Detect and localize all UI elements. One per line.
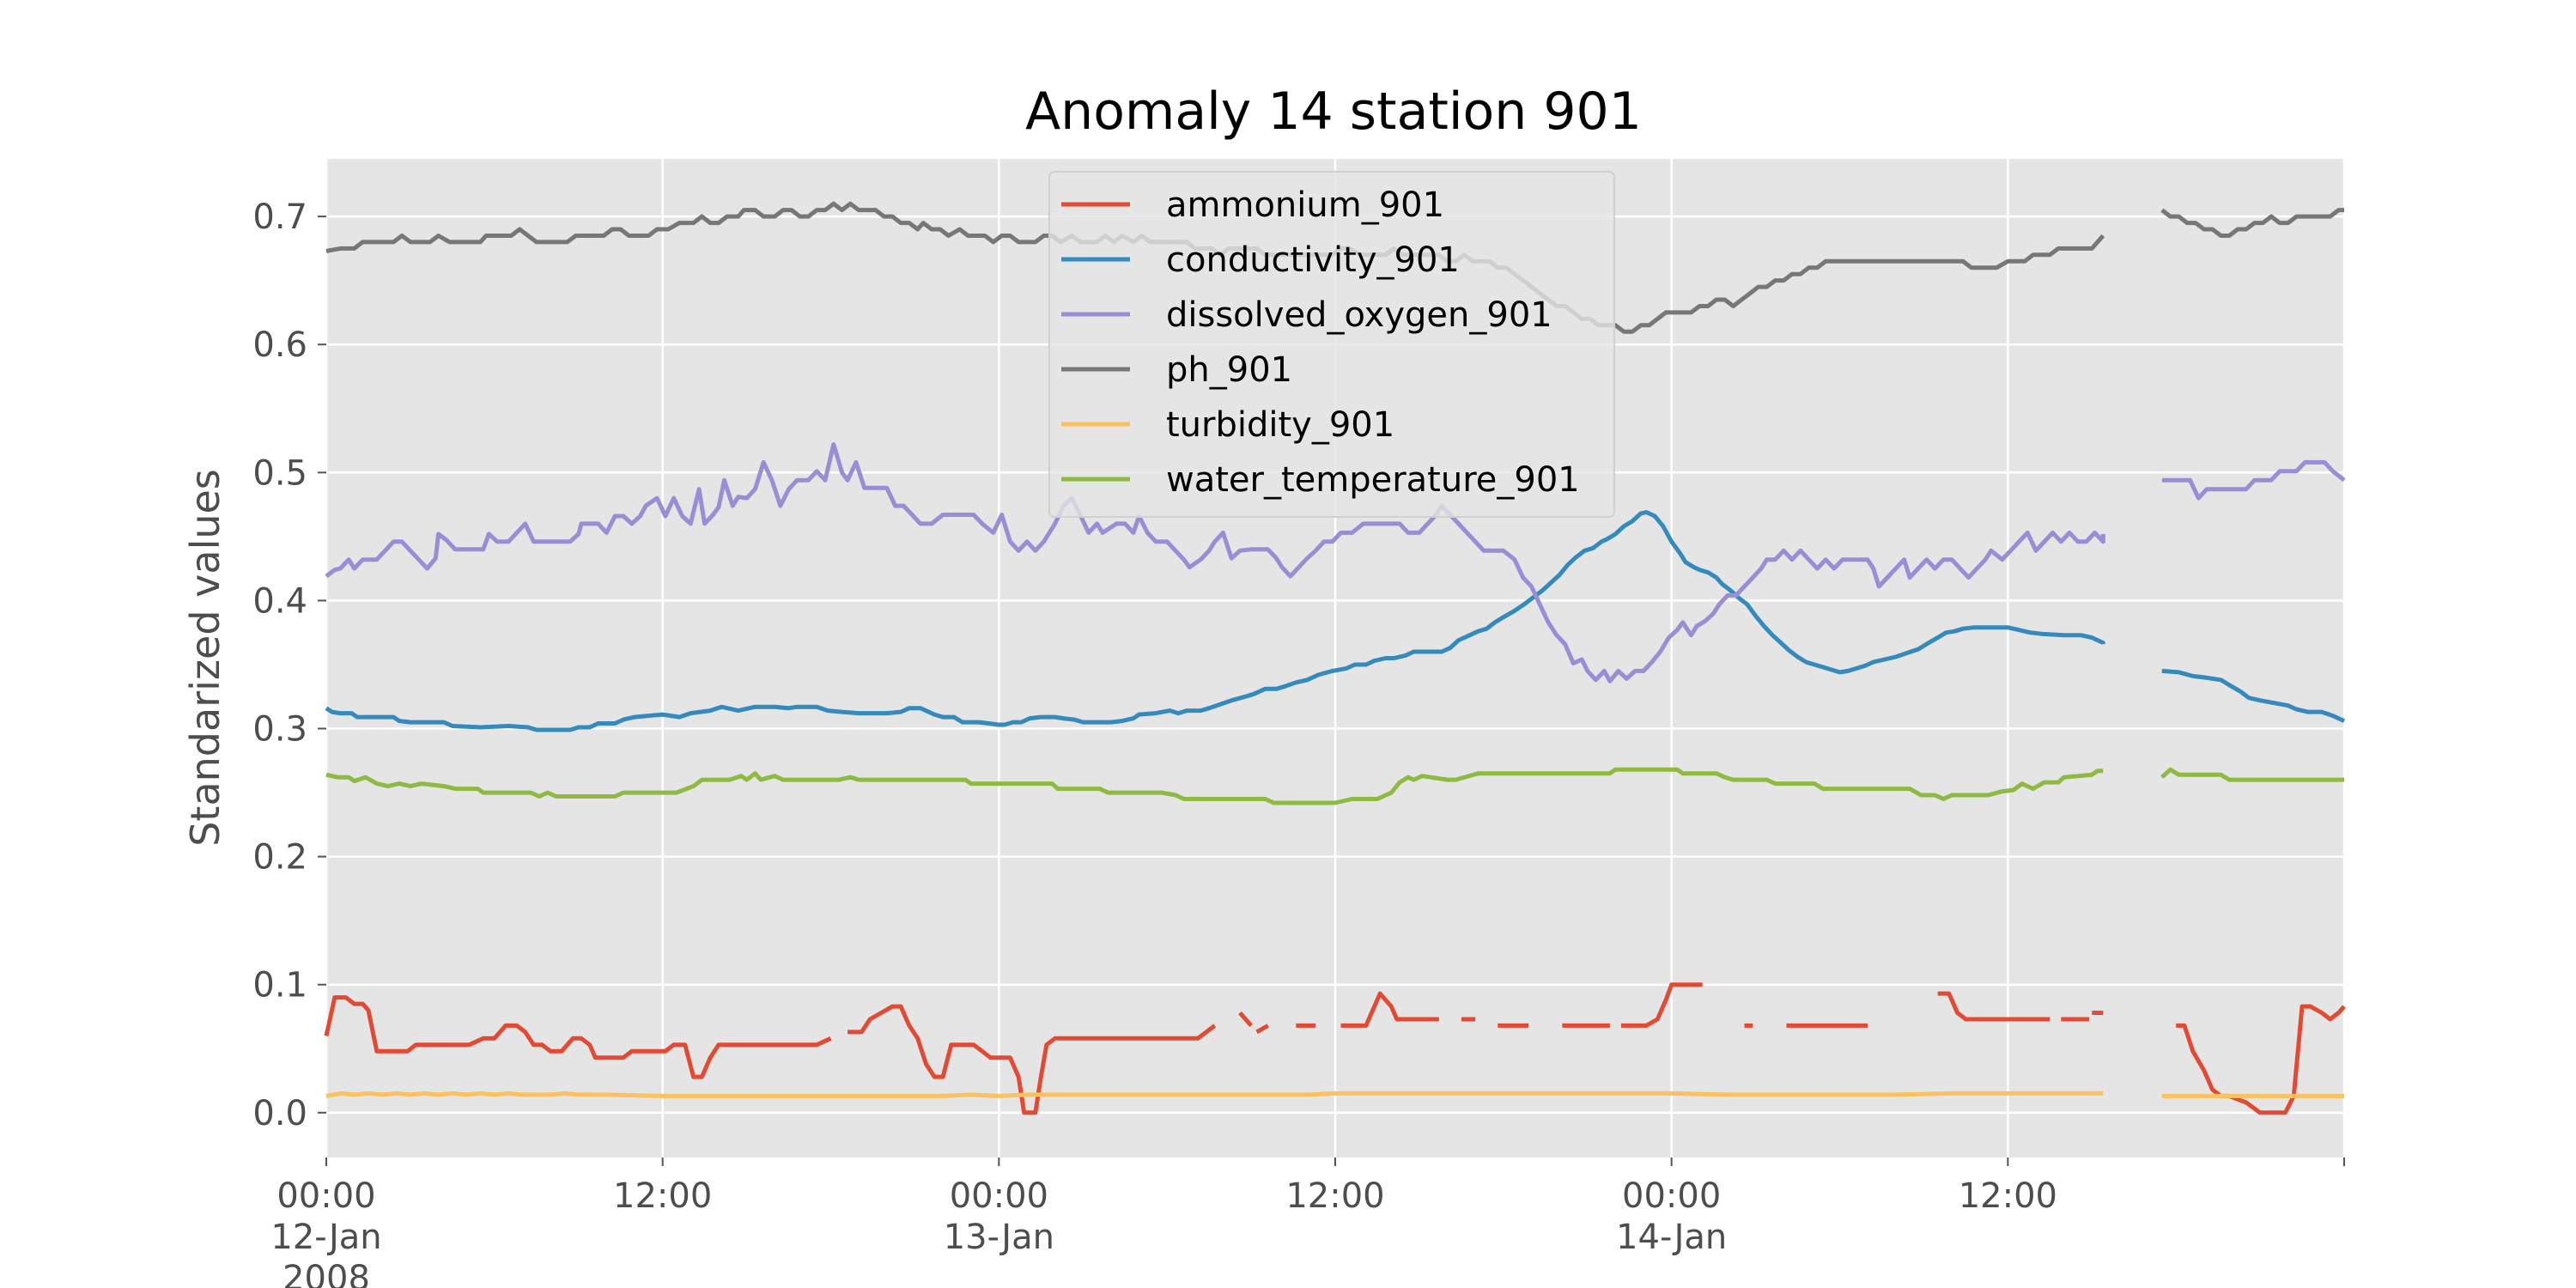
x-axis: 00:00 12-Jan 2008 12:00 00:00 13-Jan 12:00 00:0… [270, 1157, 2345, 1288]
x-tick-label: 12:00 [1959, 1176, 2057, 1216]
series-line [2160, 767, 2344, 782]
series-line [325, 510, 2105, 732]
y-tick-label: 0.1 [252, 966, 307, 1005]
series-turbidity_901 [325, 1091, 2344, 1098]
y-tick-label: 0.0 [252, 1094, 307, 1133]
legend-entry: ph_901 [1166, 350, 1292, 390]
series-line [2161, 459, 2346, 501]
series-line [1255, 1024, 1269, 1035]
series-layer [324, 201, 2346, 1115]
series-line [325, 1091, 2104, 1098]
series-line [1937, 991, 2050, 1022]
series-line [2161, 668, 2346, 723]
y-tick-label: 0.4 [252, 581, 307, 621]
x-tick-label: 12:00 [613, 1176, 712, 1216]
legend-entry: dissolved_oxygen_901 [1166, 295, 1552, 335]
x-tick-label: 00:00 14-Jan [1616, 1176, 1727, 1257]
legend-box [1048, 171, 1615, 518]
y-tick-label: 0.5 [252, 453, 307, 493]
series-conductivity_901 [325, 510, 2346, 732]
series-line [1238, 1011, 1253, 1028]
legend: ammonium_901 conductivity_901 dissolved_ox… [1048, 171, 1615, 518]
series-water_temperature_901 [325, 767, 2344, 805]
series-dissolved_oxygen_901 [325, 442, 2346, 683]
grid-lines [325, 159, 2346, 1157]
y-axis-label: Standarized values [182, 469, 228, 847]
series-line [848, 1004, 1217, 1115]
legend-entry: turbidity_901 [1166, 405, 1394, 445]
series-line [325, 767, 2104, 805]
legend-entry: water_temperature_901 [1166, 460, 1580, 500]
series-line [1340, 991, 1439, 1028]
series-ammonium_901 [324, 982, 2346, 1115]
legend-entry: conductivity_901 [1166, 240, 1460, 280]
y-tick-label: 0.2 [252, 838, 307, 878]
x-tick-label: 12:00 [1285, 1176, 1384, 1216]
y-tick-label: 0.6 [252, 325, 307, 365]
x-tick-label: 00:00 13-Jan [944, 1176, 1054, 1257]
series-line [324, 995, 832, 1079]
series-line [325, 442, 2105, 683]
chart-title: Anomaly 14 station 901 [1025, 82, 1642, 142]
y-tick-label: 0.7 [252, 197, 307, 237]
series-line [2160, 208, 2344, 238]
series-line [2176, 1004, 2346, 1115]
y-tick-label: 0.3 [252, 710, 307, 750]
x-tick-label: 00:00 12-Jan 2008 [270, 1176, 381, 1288]
series-line [1620, 982, 1703, 1028]
y-axis: 0.0 0.1 0.2 0.3 0.4 0.5 0.6 0.7 [252, 197, 326, 1133]
legend-entry: ammonium_901 [1166, 185, 1444, 225]
